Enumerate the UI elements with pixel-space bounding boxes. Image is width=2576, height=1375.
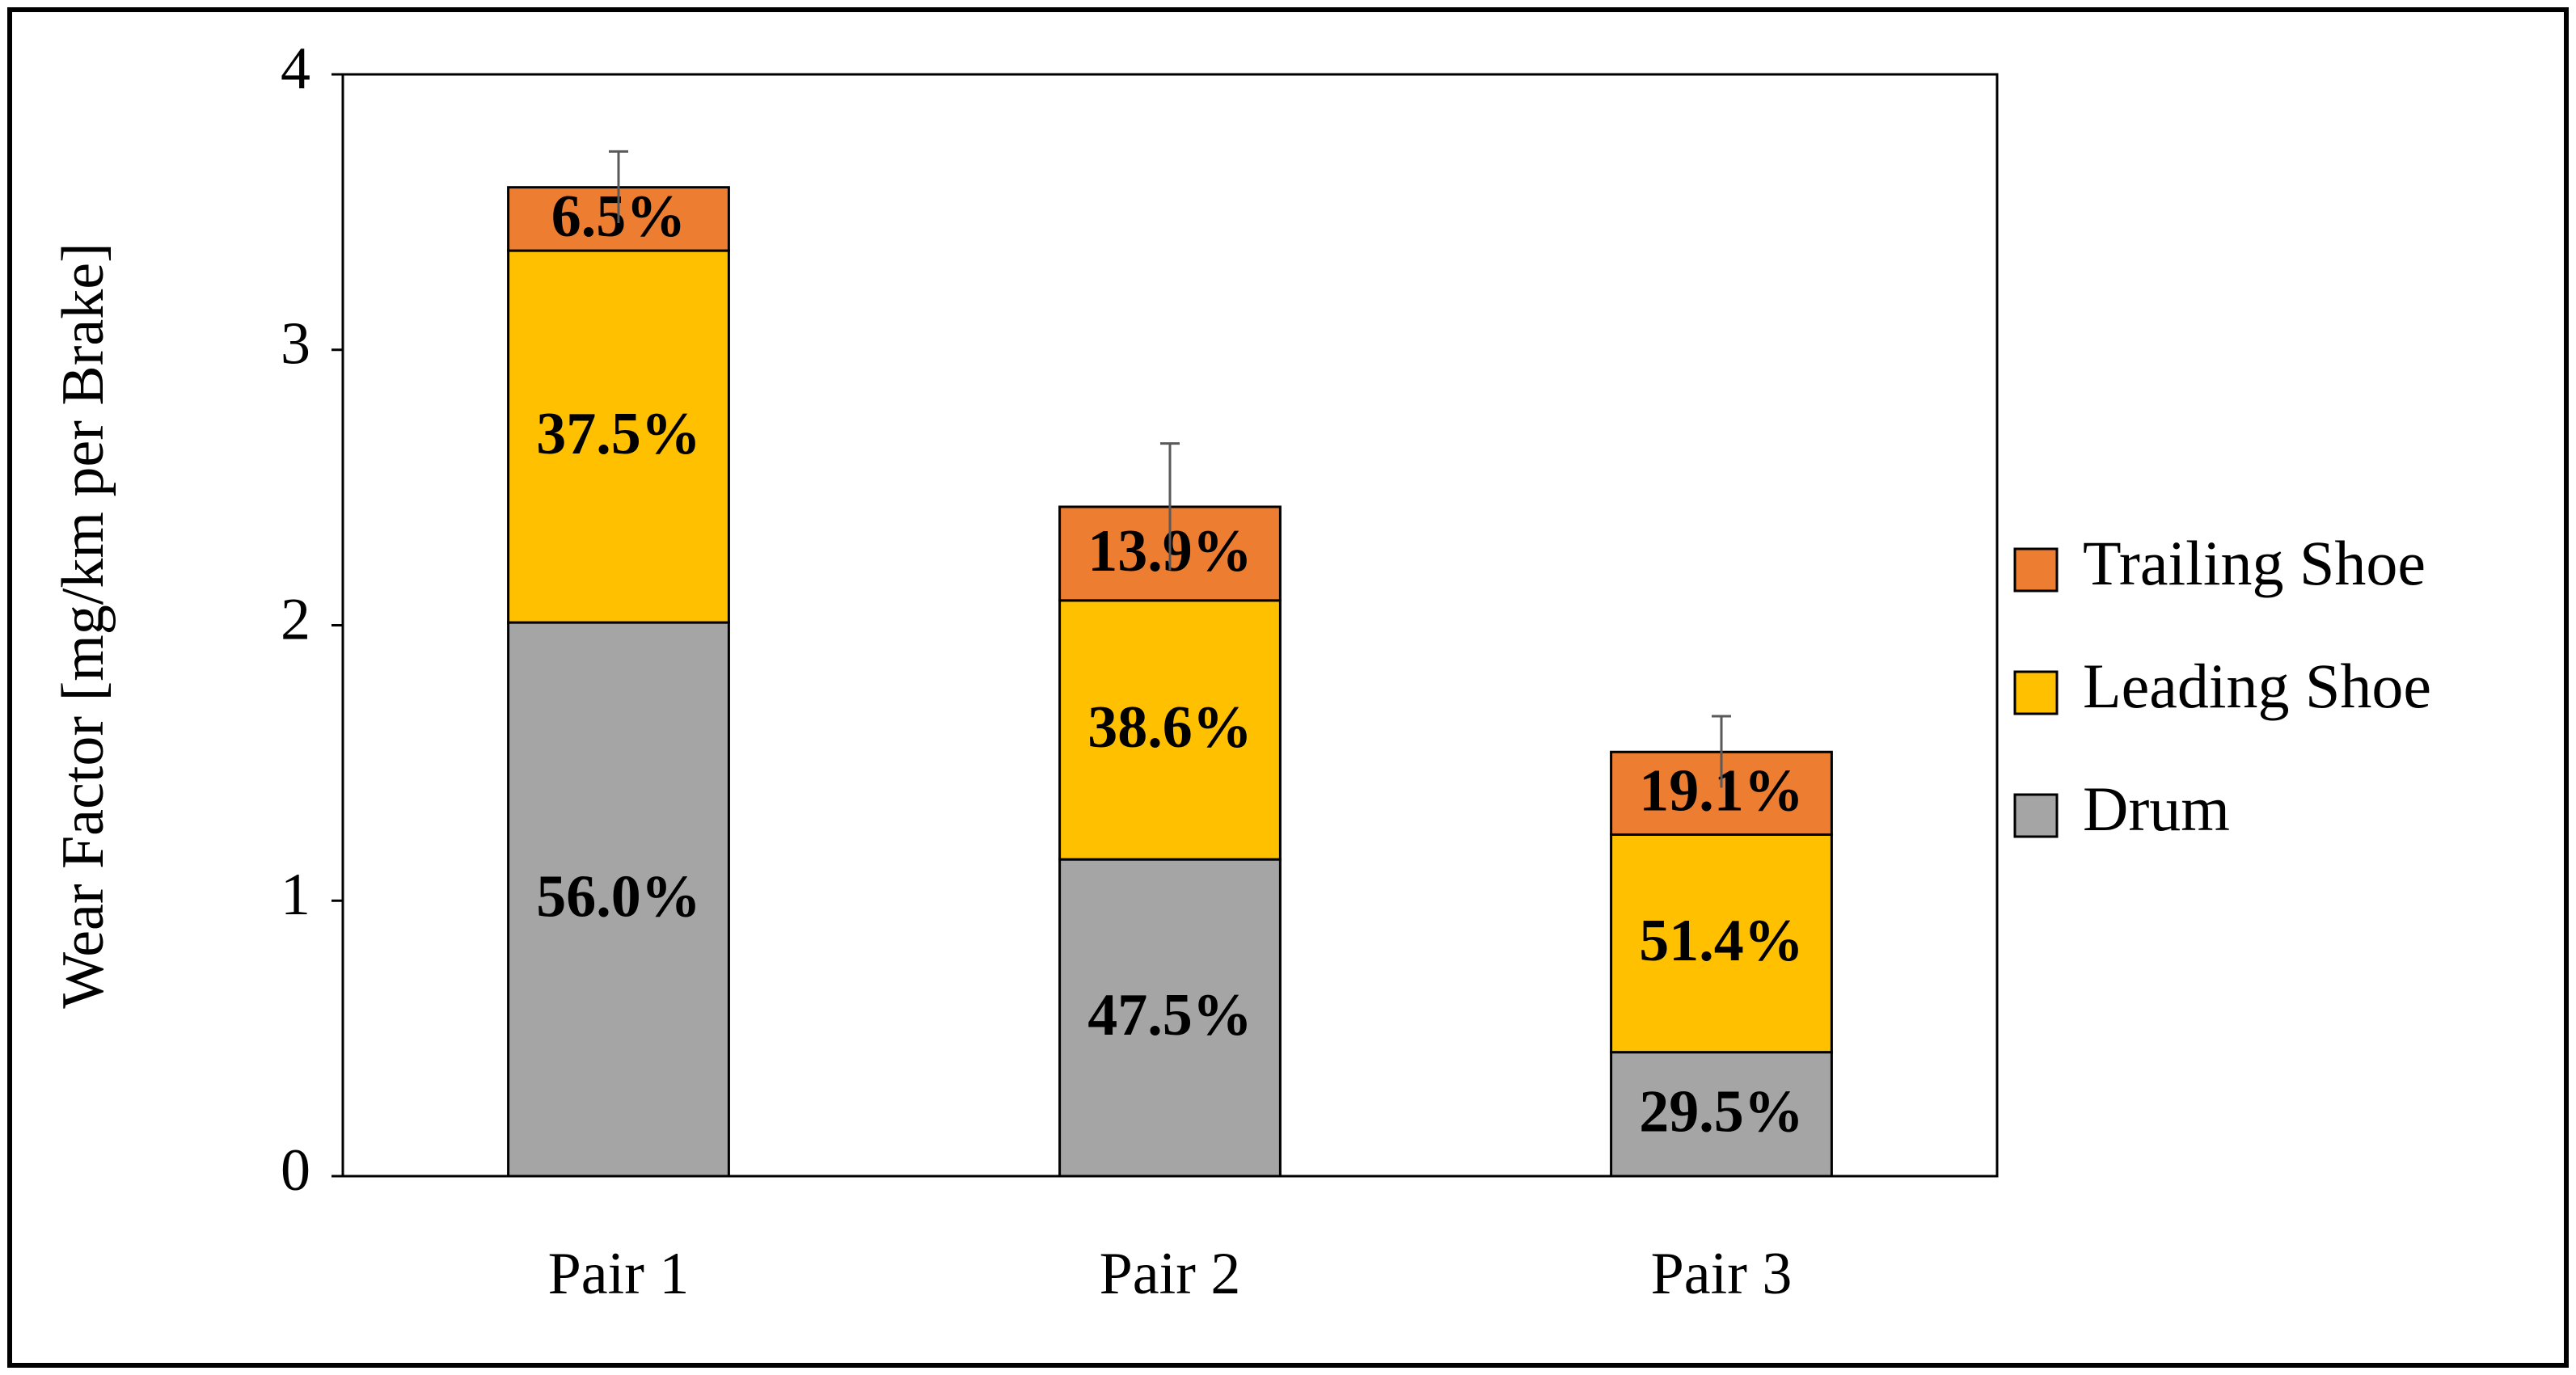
bar-segment — [1610, 1051, 1833, 1178]
data-label: 38.6% — [1087, 694, 1252, 761]
bar-segment — [507, 621, 730, 1178]
legend-swatch — [2013, 793, 2059, 838]
legend-label: Trailing Shoe — [2083, 528, 2426, 598]
legend-swatch — [2013, 670, 2059, 715]
y-tick-label: 4 — [281, 36, 310, 102]
data-label: 47.5% — [1087, 982, 1252, 1048]
y-tick-label: 2 — [281, 586, 310, 652]
x-tick-label: Pair 3 — [1651, 1241, 1793, 1307]
bar-segment — [1610, 833, 1833, 1054]
x-tick-label: Pair 1 — [548, 1241, 690, 1307]
y-tick-label: 1 — [281, 862, 310, 928]
data-label: 37.5% — [536, 401, 701, 467]
bar-segment — [1058, 599, 1282, 861]
frame — [7, 7, 2569, 1368]
legend-label: Leading Shoe — [2083, 651, 2431, 721]
legend-label: Drum — [2083, 774, 2230, 844]
bar-segment — [507, 249, 730, 624]
legend-swatch — [2013, 547, 2059, 593]
data-label: 29.5% — [1639, 1078, 1804, 1145]
y-tick-label: 0 — [281, 1137, 310, 1204]
y-tick-label: 3 — [281, 311, 310, 377]
x-tick-label: Pair 2 — [1100, 1241, 1241, 1307]
y-axis-title: Wear Factor [mg/km per Brake] — [50, 243, 116, 1008]
data-label: 51.4% — [1639, 908, 1804, 974]
data-label: 56.0% — [536, 864, 701, 930]
